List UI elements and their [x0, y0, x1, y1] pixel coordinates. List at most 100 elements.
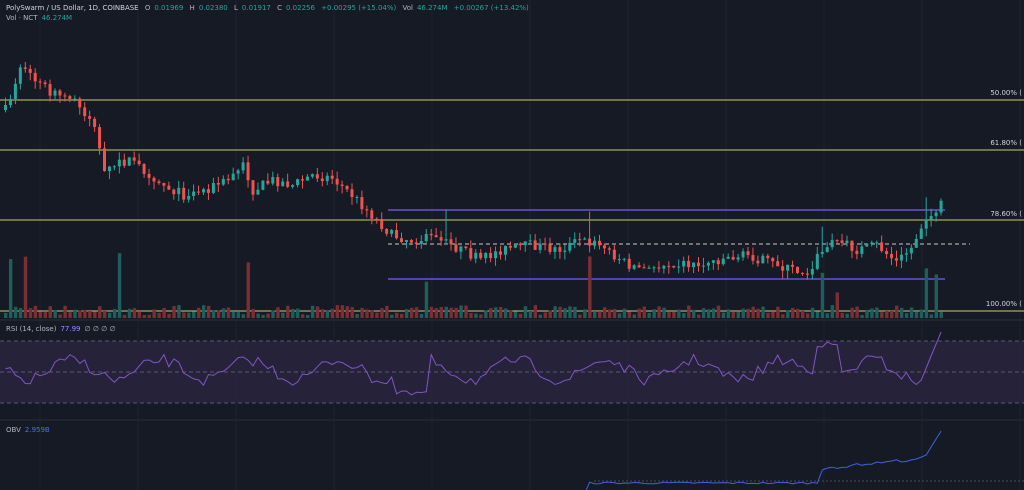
volume-bar [796, 308, 800, 318]
volume-bar [301, 314, 305, 318]
volume-bar [766, 312, 770, 318]
volume-bar [271, 310, 275, 318]
candle-body [409, 240, 413, 243]
candle-body [899, 254, 903, 261]
volume-bar [390, 314, 394, 318]
candle-body [211, 182, 215, 193]
volume-bar [726, 309, 731, 318]
change-value: +0.00295 (+15.04%) [321, 4, 397, 12]
volume-bar [251, 308, 255, 318]
low-value: 0.01917 [241, 4, 271, 12]
volume-bar [177, 305, 181, 318]
volume-bar [875, 307, 879, 318]
candle-body [508, 245, 512, 248]
volume-bar [103, 310, 107, 318]
candle-body [58, 90, 62, 96]
volume-bar [890, 310, 894, 318]
volume-bar [152, 309, 156, 318]
volume-bar [632, 314, 637, 318]
volume-bar [934, 274, 938, 318]
volume-bar [484, 310, 488, 318]
volume-bar [63, 305, 67, 318]
volume-bar [197, 307, 201, 318]
candle-body [523, 241, 527, 246]
candle-body [315, 174, 319, 179]
candle-body [286, 181, 290, 187]
candle-body [469, 248, 473, 259]
volume-bars [4, 253, 943, 318]
candle-body [8, 98, 12, 106]
candle-body [172, 189, 176, 195]
volume-bar [286, 305, 290, 318]
candle-body [494, 251, 498, 259]
candle-body [424, 233, 428, 242]
volume-bar [746, 308, 750, 318]
volume-legend[interactable]: Vol · NCT 46.274M [6, 14, 76, 22]
candle-body [627, 258, 631, 269]
candle-body [246, 162, 250, 181]
candle-body [340, 184, 344, 186]
volume-bar [612, 308, 617, 318]
candle-body [890, 253, 894, 259]
candle-body [162, 183, 166, 186]
candle-body [231, 173, 235, 181]
candle-body [400, 238, 403, 242]
fib-label-78-6: 78.60% ( [990, 210, 1022, 218]
candle-body [365, 209, 369, 211]
candle-body [706, 262, 710, 266]
volume-bar [617, 313, 622, 318]
volume-bar [865, 309, 869, 318]
volume-bar [459, 305, 463, 318]
candle-body [241, 162, 245, 171]
volume-legend-value: 46.274M [41, 14, 73, 22]
volume-bar [721, 312, 726, 318]
volume-bar [172, 306, 176, 318]
candle-body [444, 239, 448, 241]
volume-bar [781, 314, 785, 318]
volume-bar [305, 314, 310, 318]
candle-body [593, 240, 597, 246]
candle-body [697, 262, 700, 267]
volume-bar [558, 306, 562, 318]
volume-bar [439, 306, 443, 318]
volume-bar [28, 308, 33, 318]
volume-bar [756, 308, 760, 318]
volume-bar [904, 313, 909, 318]
volume-bar [162, 307, 166, 318]
candle-body [914, 238, 918, 248]
volume-bar [211, 310, 216, 318]
candle-body [330, 175, 334, 179]
candle-body [256, 189, 260, 195]
candle-body [459, 246, 463, 252]
volume-bar [53, 309, 57, 318]
volume-bar [652, 309, 656, 318]
candle-body [880, 242, 884, 252]
volume-bar [117, 253, 122, 318]
volume-bar [380, 308, 384, 318]
symbol-title[interactable]: PolySwarm / US Dollar, 1D, COINBASE [6, 4, 139, 12]
rsi-legend[interactable]: RSI (14, close) 77.99 ∅ ∅ ∅ ∅ [6, 325, 120, 333]
volume-bar [43, 312, 47, 318]
candle-body [855, 250, 859, 254]
rsi-legend-value: 77.99 [60, 325, 81, 333]
candle-body [583, 238, 587, 240]
volume-bar [716, 305, 721, 318]
volume-bar [845, 313, 849, 318]
volume-bar [682, 313, 686, 318]
candle-body [637, 265, 641, 268]
candle-body [909, 247, 913, 254]
volume-bar [107, 312, 112, 318]
volume-bar [880, 312, 884, 318]
candle-body [731, 256, 735, 260]
volume-bar [469, 313, 473, 318]
volume-bar [192, 311, 196, 318]
candle-body [429, 233, 433, 236]
obv-legend[interactable]: OBV 2.959B [6, 426, 54, 434]
volume-bar [499, 306, 503, 318]
volume-bar [607, 309, 612, 318]
candle-body [805, 273, 809, 275]
candle-body [791, 264, 795, 267]
rsi-pane [0, 331, 1024, 404]
volume-bar [147, 314, 151, 318]
